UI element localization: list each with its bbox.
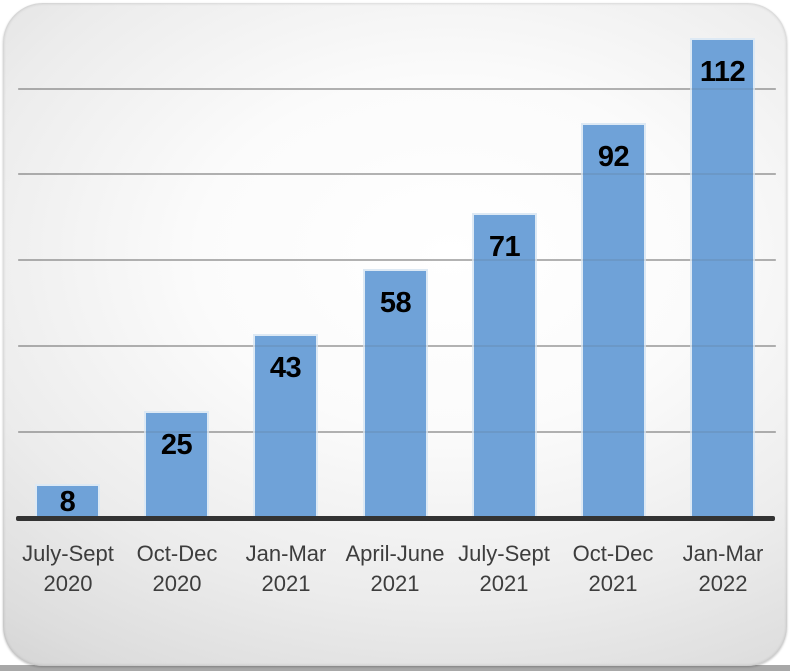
bar: 112 (690, 38, 755, 518)
bar-value-label: 43 (269, 352, 302, 384)
x-axis-tick-label-line2: 2021 (370, 571, 420, 596)
bar: 8 (35, 484, 100, 518)
x-axis-tick-label-line1: Oct-Dec (136, 541, 218, 566)
x-axis-tick-label-line2: 2021 (479, 571, 529, 596)
bar: 71 (472, 213, 537, 518)
x-axis-tick-label-line1: July-Sept (22, 541, 114, 566)
x-axis-tick-label-line2: 2021 (261, 571, 311, 596)
page-bottom-strip (0, 665, 790, 671)
bar-value-label: 92 (597, 141, 630, 173)
x-axis-tick-label-line1: Jan-Mar (245, 541, 327, 566)
gridline (18, 173, 776, 175)
x-axis-line (16, 516, 775, 521)
x-axis-tick-label-line2: 2020 (43, 571, 93, 596)
x-axis-tick-label-line1: Jan-Mar (682, 541, 764, 566)
x-axis-tick-label-line1: April-June (345, 541, 445, 566)
chart-card: 8 25 43 58 71 92 112 July-Sept 2020 Oct-Dec 2020 J… (3, 3, 787, 666)
bar: 43 (253, 334, 318, 518)
bar: 25 (144, 411, 209, 518)
bar-value-label: 58 (379, 287, 412, 319)
x-axis-tick-label: July-Sept 2021 (439, 539, 569, 599)
bar: 92 (581, 123, 646, 518)
bar-value-label: 71 (488, 231, 521, 263)
bar-value-label: 8 (59, 486, 76, 518)
x-axis-tick-label: Jan-Mar 2021 (221, 539, 351, 599)
bar: 58 (363, 269, 428, 518)
x-axis-tick-label: July-Sept 2020 (3, 539, 133, 599)
bar-value-label: 112 (699, 56, 746, 88)
bar-value-label: 25 (160, 429, 193, 461)
x-axis-tick-label-line2: 2021 (588, 571, 638, 596)
x-axis-tick-label-line1: July-Sept (458, 541, 550, 566)
gridline (18, 259, 776, 261)
x-axis-tick-label: Oct-Dec 2020 (112, 539, 242, 599)
gridline (18, 88, 776, 90)
x-axis-tick-label-line1: Oct-Dec (572, 541, 654, 566)
x-axis-tick-label: April-June 2021 (330, 539, 460, 599)
x-axis-tick-label-line2: 2022 (698, 571, 748, 596)
x-axis-tick-label: Oct-Dec 2021 (548, 539, 678, 599)
x-axis-tick-label: Jan-Mar 2022 (658, 539, 787, 599)
x-axis-tick-label-line2: 2020 (152, 571, 202, 596)
